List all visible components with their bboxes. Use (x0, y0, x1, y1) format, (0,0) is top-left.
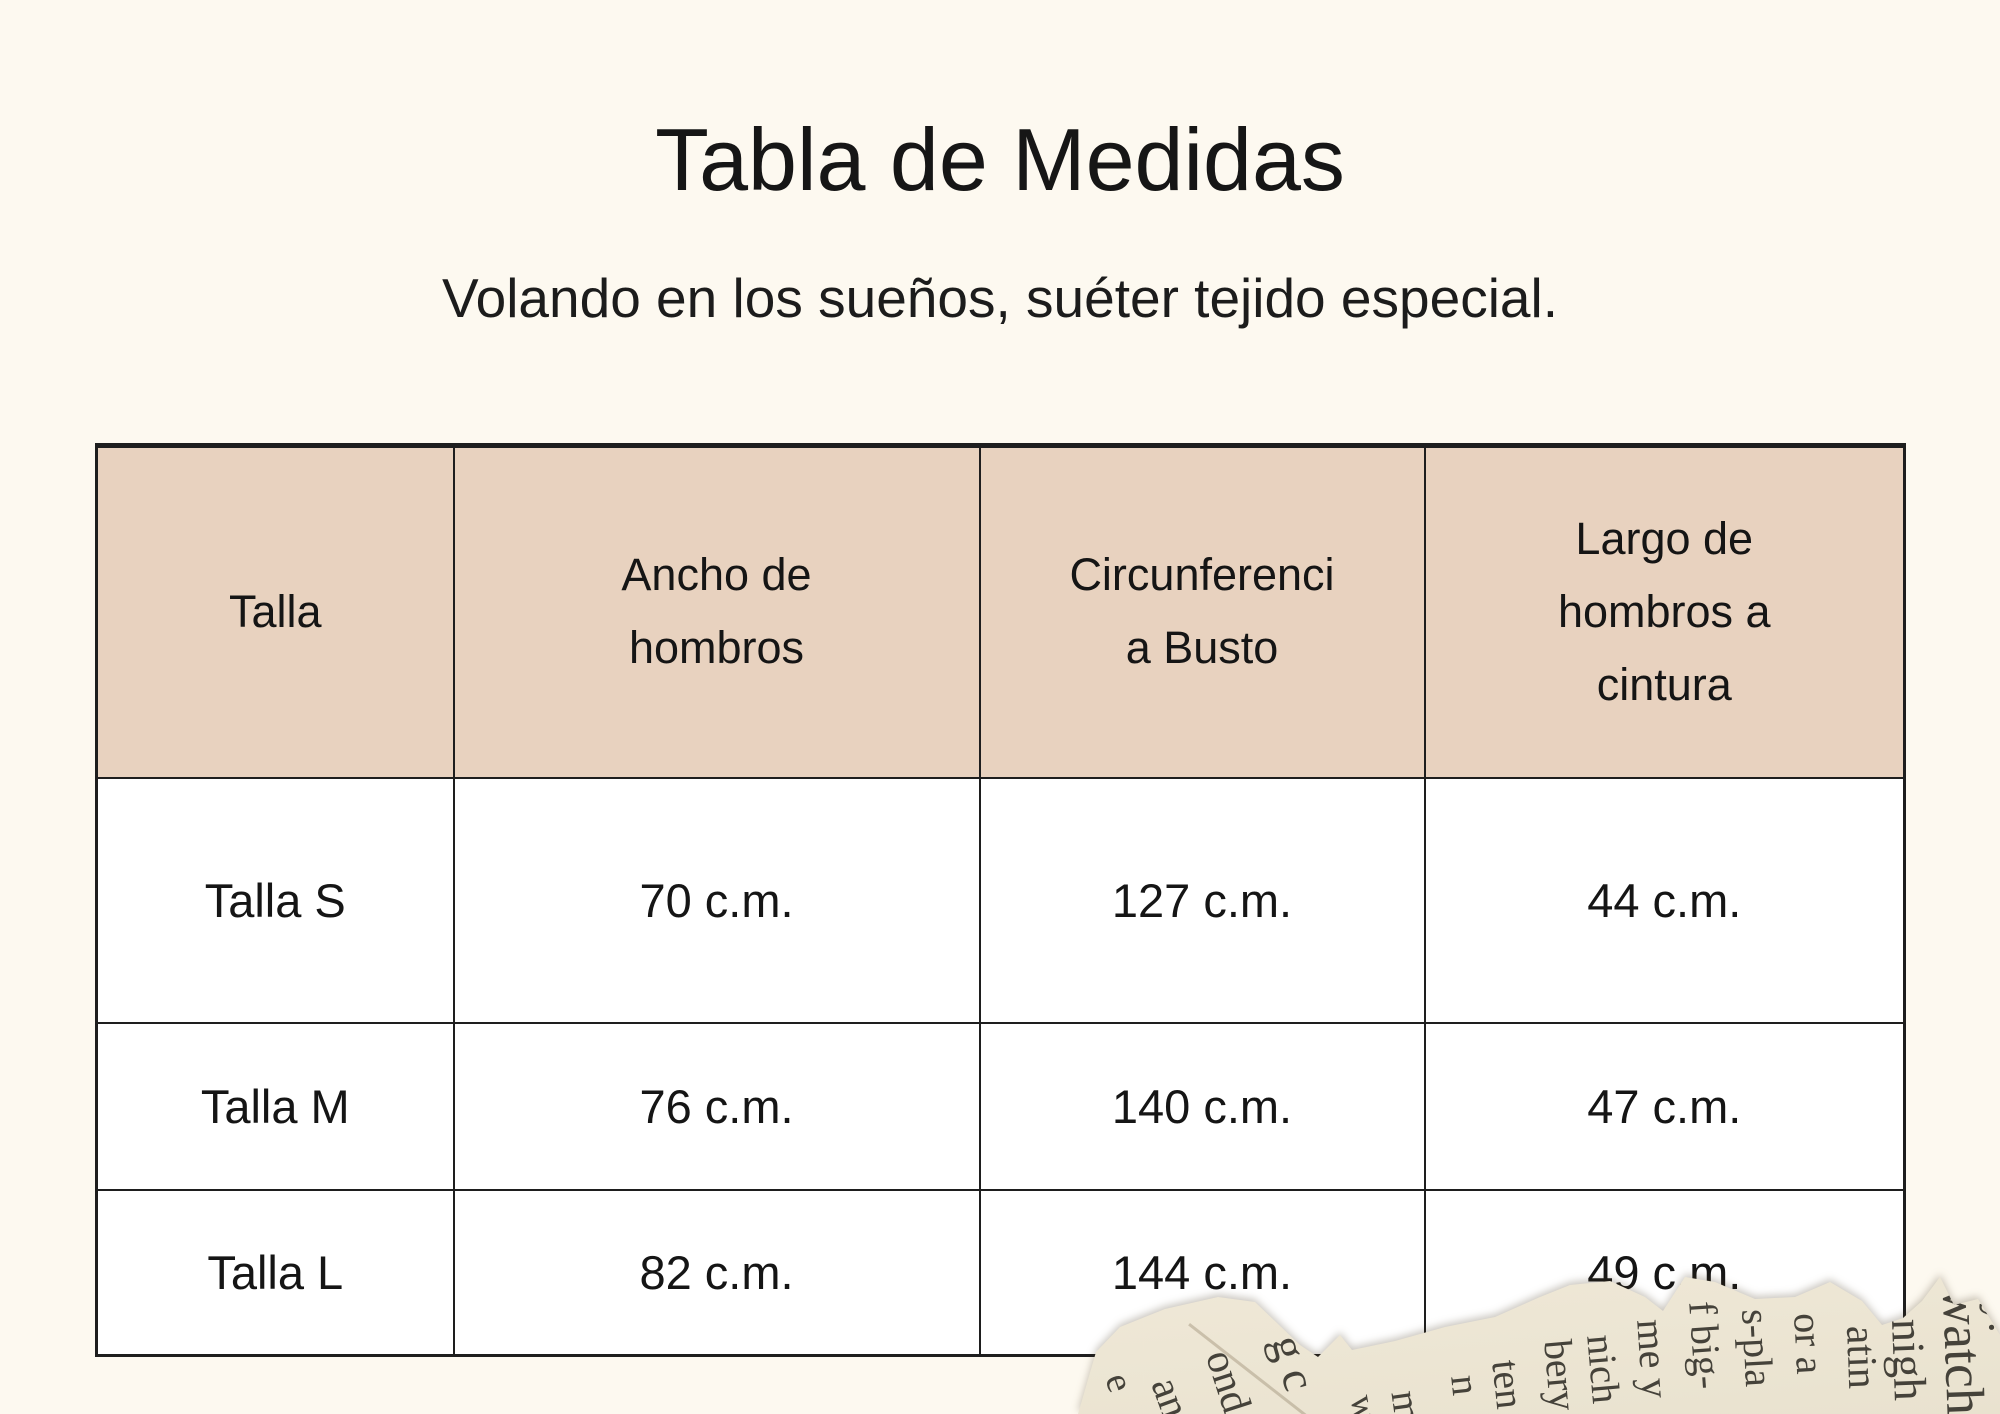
cell-circunferencia-busto-s: 127 c.m. (978, 776, 1426, 1024)
table-row-talla-s: Talla S 70 c.m. 127 c.m. 44 c.m. (95, 776, 1906, 1024)
newspaper-text-fragment: w (1342, 1391, 1387, 1414)
newspaper-text-fragment: g c (1261, 1329, 1327, 1397)
cell-size-label: Talla S (95, 776, 455, 1024)
header-cell-talla: Talla (95, 444, 455, 779)
newspaper-text-fragment: n (1442, 1372, 1490, 1398)
table-header-row: Talla Ancho de hombros Circunferenci a B… (95, 444, 1906, 779)
header-cell-largo-hombros-cintura: Largo de hombros a cintura (1423, 444, 1906, 779)
header-cell-ancho-de-hombros: Ancho de hombros (452, 444, 981, 779)
page-subtitle: Volando en los sueños, suéter tejido esp… (441, 267, 1559, 329)
header-cell-circunferencia-busto: Circunferenci a Busto (978, 444, 1426, 779)
newspaper-text-fragment: ten (1483, 1357, 1534, 1411)
cell-ancho-hombros-s: 70 c.m. (452, 776, 981, 1024)
newspaper-text-fragment: me y (1628, 1317, 1679, 1400)
cell-largo-s: 44 c.m. (1423, 776, 1906, 1024)
page-title: Tabla de Medidas (655, 110, 1345, 209)
cell-largo-m: 47 c.m. (1423, 1021, 1906, 1191)
table-row-talla-m: Talla M 76 c.m. 140 c.m. 47 c.m. (95, 1021, 1906, 1191)
newspaper-text-fragment: watch t (1931, 1284, 1997, 1414)
newspaper-text-fragment: ay. (1978, 1281, 2000, 1334)
newspaper-text-fragment: bery (1535, 1337, 1587, 1413)
cell-ancho-hombros-m: 76 c.m. (452, 1021, 981, 1191)
newspaper-text-fragment: an (1141, 1371, 1199, 1414)
newspaper-text-fragment: nich (1578, 1332, 1629, 1406)
newspaper-text-fragment: ond (1196, 1344, 1260, 1414)
newspaper-text-fragment: s-pla (1733, 1307, 1783, 1388)
cell-ancho-hombros-l: 82 c.m. (452, 1188, 981, 1357)
cell-circunferencia-busto-m: 140 c.m. (978, 1021, 1426, 1191)
cell-size-label: Talla L (95, 1188, 455, 1357)
newspaper-text-fragment: e (1096, 1367, 1142, 1398)
size-chart-table: Talla Ancho de hombros Circunferenci a B… (95, 443, 1906, 1357)
newspaper-text-fragment: nigh (1882, 1317, 1936, 1402)
torn-newspaper-paper: e an ond g c w me n ten bery nich me y f… (1078, 1277, 2000, 1414)
newspaper-text-fragment: f big- (1680, 1299, 1732, 1391)
newspaper-text-fragment: or a (1785, 1311, 1834, 1376)
cell-size-label: Talla M (95, 1021, 455, 1191)
newspaper-text-fragment: atin (1837, 1324, 1886, 1390)
torn-newspaper-decoration: e an ond g c w me n ten bery nich me y f… (1070, 1205, 2000, 1414)
newspaper-text-fragment: me (1382, 1388, 1433, 1414)
